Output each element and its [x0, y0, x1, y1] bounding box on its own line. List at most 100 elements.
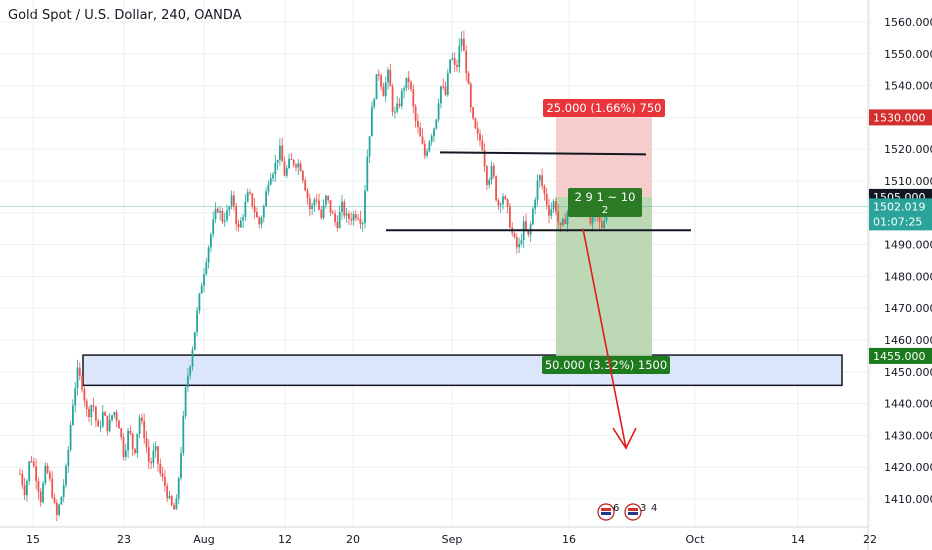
candle-body[interactable] [191, 349, 194, 367]
candle-body[interactable] [366, 156, 369, 191]
candle-body[interactable] [476, 128, 479, 134]
candle-body[interactable] [108, 419, 111, 432]
candle-body[interactable] [520, 240, 523, 244]
candle-body[interactable] [509, 206, 511, 228]
candle-body[interactable] [359, 218, 362, 224]
candle-body[interactable] [343, 201, 346, 216]
candle-body[interactable] [187, 375, 189, 388]
candle-body[interactable] [504, 196, 507, 200]
candle-body[interactable] [377, 74, 380, 76]
candle-body[interactable] [281, 145, 284, 162]
candle-body[interactable] [463, 38, 465, 51]
candle-body[interactable] [304, 180, 307, 191]
candle-body[interactable] [561, 219, 564, 226]
candle-body[interactable] [49, 472, 51, 479]
price-axis[interactable]: 1410.000 1420.000 1430.000 1440.000 1450.000… [869, 16, 932, 506]
candle-body[interactable] [65, 466, 67, 485]
candle-body[interactable] [118, 420, 120, 429]
candle-body[interactable] [111, 415, 113, 420]
candle-body[interactable] [207, 247, 210, 263]
candle-body[interactable] [53, 497, 56, 503]
candle-body[interactable] [506, 199, 509, 207]
candle-body[interactable] [421, 136, 424, 144]
candle-body[interactable] [274, 162, 277, 175]
candle-body[interactable] [214, 208, 217, 220]
candle-body[interactable] [591, 215, 594, 224]
candle-body[interactable] [495, 176, 497, 201]
candle-body[interactable] [124, 450, 127, 457]
candle-body[interactable] [37, 481, 40, 492]
candle-body[interactable] [331, 212, 334, 214]
candle-body[interactable] [311, 205, 313, 210]
candle-body[interactable] [23, 484, 26, 496]
candle-body[interactable] [226, 210, 228, 221]
candle-body[interactable] [203, 274, 205, 286]
candle-body[interactable] [352, 214, 355, 221]
candle-body[interactable] [371, 106, 373, 137]
candle-body[interactable] [442, 86, 445, 88]
candle-body[interactable] [230, 195, 233, 207]
candle-body[interactable] [419, 127, 422, 137]
candle-body[interactable] [159, 463, 162, 474]
candle-body[interactable] [120, 428, 123, 438]
candle-body[interactable] [515, 237, 518, 248]
candle-body[interactable] [336, 221, 339, 228]
candle-body[interactable] [196, 310, 198, 332]
candle-body[interactable] [177, 478, 180, 499]
candle-body[interactable] [244, 201, 247, 218]
candle-body[interactable] [373, 99, 376, 107]
candle-body[interactable] [313, 199, 316, 206]
candle-body[interactable] [233, 195, 235, 207]
candle-body[interactable] [387, 69, 389, 83]
candle-body[interactable] [433, 128, 435, 137]
candle-body[interactable] [283, 161, 286, 176]
drawings-layer[interactable]: 25.000 (1.66%) 750 50.000 (3.32%) 1500 2 9… [386, 99, 691, 450]
candle-body[interactable] [527, 229, 530, 235]
candle-body[interactable] [237, 223, 240, 228]
candle-body[interactable] [127, 430, 129, 451]
candle-body[interactable] [85, 400, 88, 409]
candle-body[interactable] [164, 476, 166, 486]
candle-body[interactable] [320, 209, 323, 219]
candle-body[interactable] [51, 478, 54, 498]
candle-body[interactable] [536, 180, 539, 200]
candle-body[interactable] [417, 120, 419, 128]
candle-body[interactable] [62, 484, 65, 497]
candle-body[interactable] [430, 136, 433, 142]
candle-body[interactable] [555, 201, 557, 212]
candle-body[interactable] [150, 461, 152, 464]
risk-box[interactable] [556, 117, 652, 197]
candle-body[interactable] [410, 82, 412, 90]
candle-body[interactable] [242, 217, 244, 221]
candle-body[interactable] [210, 234, 212, 248]
candle-body[interactable] [200, 285, 203, 294]
projection-arrow[interactable] [582, 228, 627, 449]
candle-body[interactable] [166, 485, 169, 499]
candle-body[interactable] [449, 59, 451, 74]
candle-body[interactable] [69, 424, 72, 450]
candle-body[interactable] [44, 465, 47, 484]
candle-body[interactable] [141, 417, 143, 422]
candle-body[interactable] [297, 163, 300, 168]
candle-body[interactable] [380, 75, 382, 87]
candle-body[interactable] [345, 213, 348, 216]
candle-body[interactable] [76, 367, 79, 389]
candle-body[interactable] [315, 199, 318, 201]
candle-body[interactable] [308, 198, 311, 210]
candle-body[interactable] [490, 165, 493, 181]
candle-body[interactable] [129, 430, 132, 434]
candle-body[interactable] [184, 387, 187, 416]
candle-body[interactable] [375, 74, 378, 100]
candle-body[interactable] [564, 219, 566, 225]
candle-body[interactable] [534, 199, 537, 209]
candle-body[interactable] [502, 196, 504, 205]
candle-body[interactable] [334, 213, 336, 222]
candle-body[interactable] [412, 89, 415, 107]
candle-body[interactable] [83, 389, 86, 401]
candle-body[interactable] [295, 164, 297, 168]
candle-body[interactable] [251, 193, 254, 207]
candle-body[interactable] [246, 192, 249, 202]
candle-body[interactable] [364, 190, 366, 224]
candle-body[interactable] [90, 405, 93, 418]
candle-body[interactable] [492, 165, 495, 177]
